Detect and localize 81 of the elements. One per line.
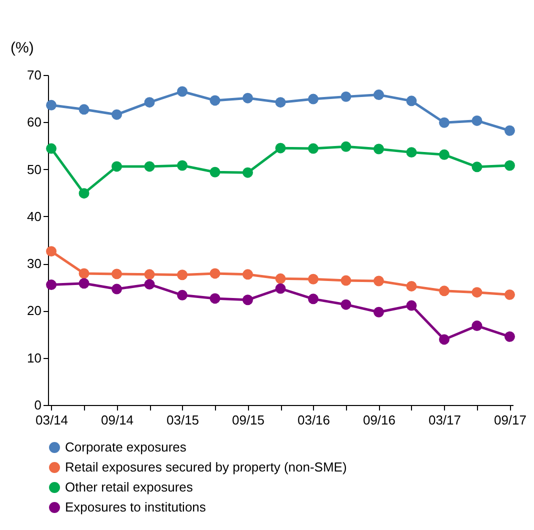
x-tick-label: 09/14 xyxy=(100,412,134,428)
point xyxy=(112,109,122,120)
y-axis-title: (%) xyxy=(10,40,34,56)
x-tick-label: 03/15 xyxy=(166,412,200,428)
point xyxy=(308,94,318,104)
point xyxy=(112,161,122,172)
point xyxy=(438,334,450,345)
point xyxy=(472,320,482,332)
point xyxy=(275,273,286,284)
point xyxy=(438,117,450,128)
point xyxy=(373,90,384,100)
point xyxy=(406,280,417,292)
point xyxy=(308,294,318,304)
x-tick-label: 09/16 xyxy=(362,412,396,428)
point xyxy=(242,269,253,280)
point xyxy=(308,143,318,154)
point xyxy=(373,306,384,318)
point xyxy=(340,299,352,310)
point xyxy=(373,276,384,286)
point xyxy=(472,162,482,172)
point xyxy=(46,143,57,154)
legend-label: Corporate exposures xyxy=(65,440,187,454)
point xyxy=(78,188,90,199)
point xyxy=(210,293,220,304)
point xyxy=(438,286,450,296)
point xyxy=(210,268,220,279)
point xyxy=(144,97,155,108)
y-tick-label: 20 xyxy=(27,303,42,318)
x-tick-label: 03/16 xyxy=(297,412,330,428)
point xyxy=(242,92,253,104)
point xyxy=(504,160,515,171)
point xyxy=(406,147,417,158)
x-tick-label: 09/15 xyxy=(232,412,265,428)
point xyxy=(144,279,155,290)
legend-label: Other retail exposures xyxy=(65,480,194,494)
legend-label: Exposures to institutions xyxy=(65,500,206,514)
point xyxy=(78,268,90,279)
point xyxy=(340,91,352,102)
point xyxy=(373,144,384,154)
point xyxy=(340,275,352,286)
point xyxy=(472,115,482,126)
point xyxy=(406,96,417,106)
point xyxy=(177,160,188,171)
point xyxy=(112,268,122,280)
point xyxy=(144,269,155,280)
point xyxy=(177,290,188,300)
point xyxy=(472,287,482,298)
point xyxy=(242,294,253,306)
point xyxy=(406,300,417,311)
point xyxy=(242,167,253,178)
point xyxy=(210,166,220,178)
y-tick-label: 30 xyxy=(27,256,42,272)
point xyxy=(46,100,57,110)
point xyxy=(177,86,188,97)
point xyxy=(144,161,155,172)
point xyxy=(78,278,90,289)
x-tick-label: 03/17 xyxy=(428,412,462,428)
point xyxy=(504,125,515,136)
point xyxy=(275,97,286,108)
point xyxy=(275,142,286,154)
point xyxy=(275,283,286,294)
point xyxy=(438,149,450,160)
point xyxy=(46,246,57,257)
point xyxy=(46,280,57,290)
x-tick-label: 03/14 xyxy=(36,412,68,428)
y-tick-label: 10 xyxy=(27,350,42,366)
y-tick-label: 50 xyxy=(27,162,42,177)
point xyxy=(340,141,352,152)
point xyxy=(308,274,318,284)
point xyxy=(177,270,188,280)
x-tick-label: 09/17 xyxy=(494,412,526,428)
legend-label: Retail exposures secured by property (non-SME) xyxy=(65,460,347,474)
y-tick-label: 0 xyxy=(34,398,42,412)
y-tick-label: 60 xyxy=(27,114,42,130)
point xyxy=(78,104,90,115)
y-tick-label: 40 xyxy=(27,208,42,224)
y-tick-label: 70 xyxy=(27,68,42,82)
point xyxy=(504,331,515,342)
point xyxy=(210,95,220,106)
point xyxy=(504,289,515,300)
point xyxy=(112,284,122,294)
